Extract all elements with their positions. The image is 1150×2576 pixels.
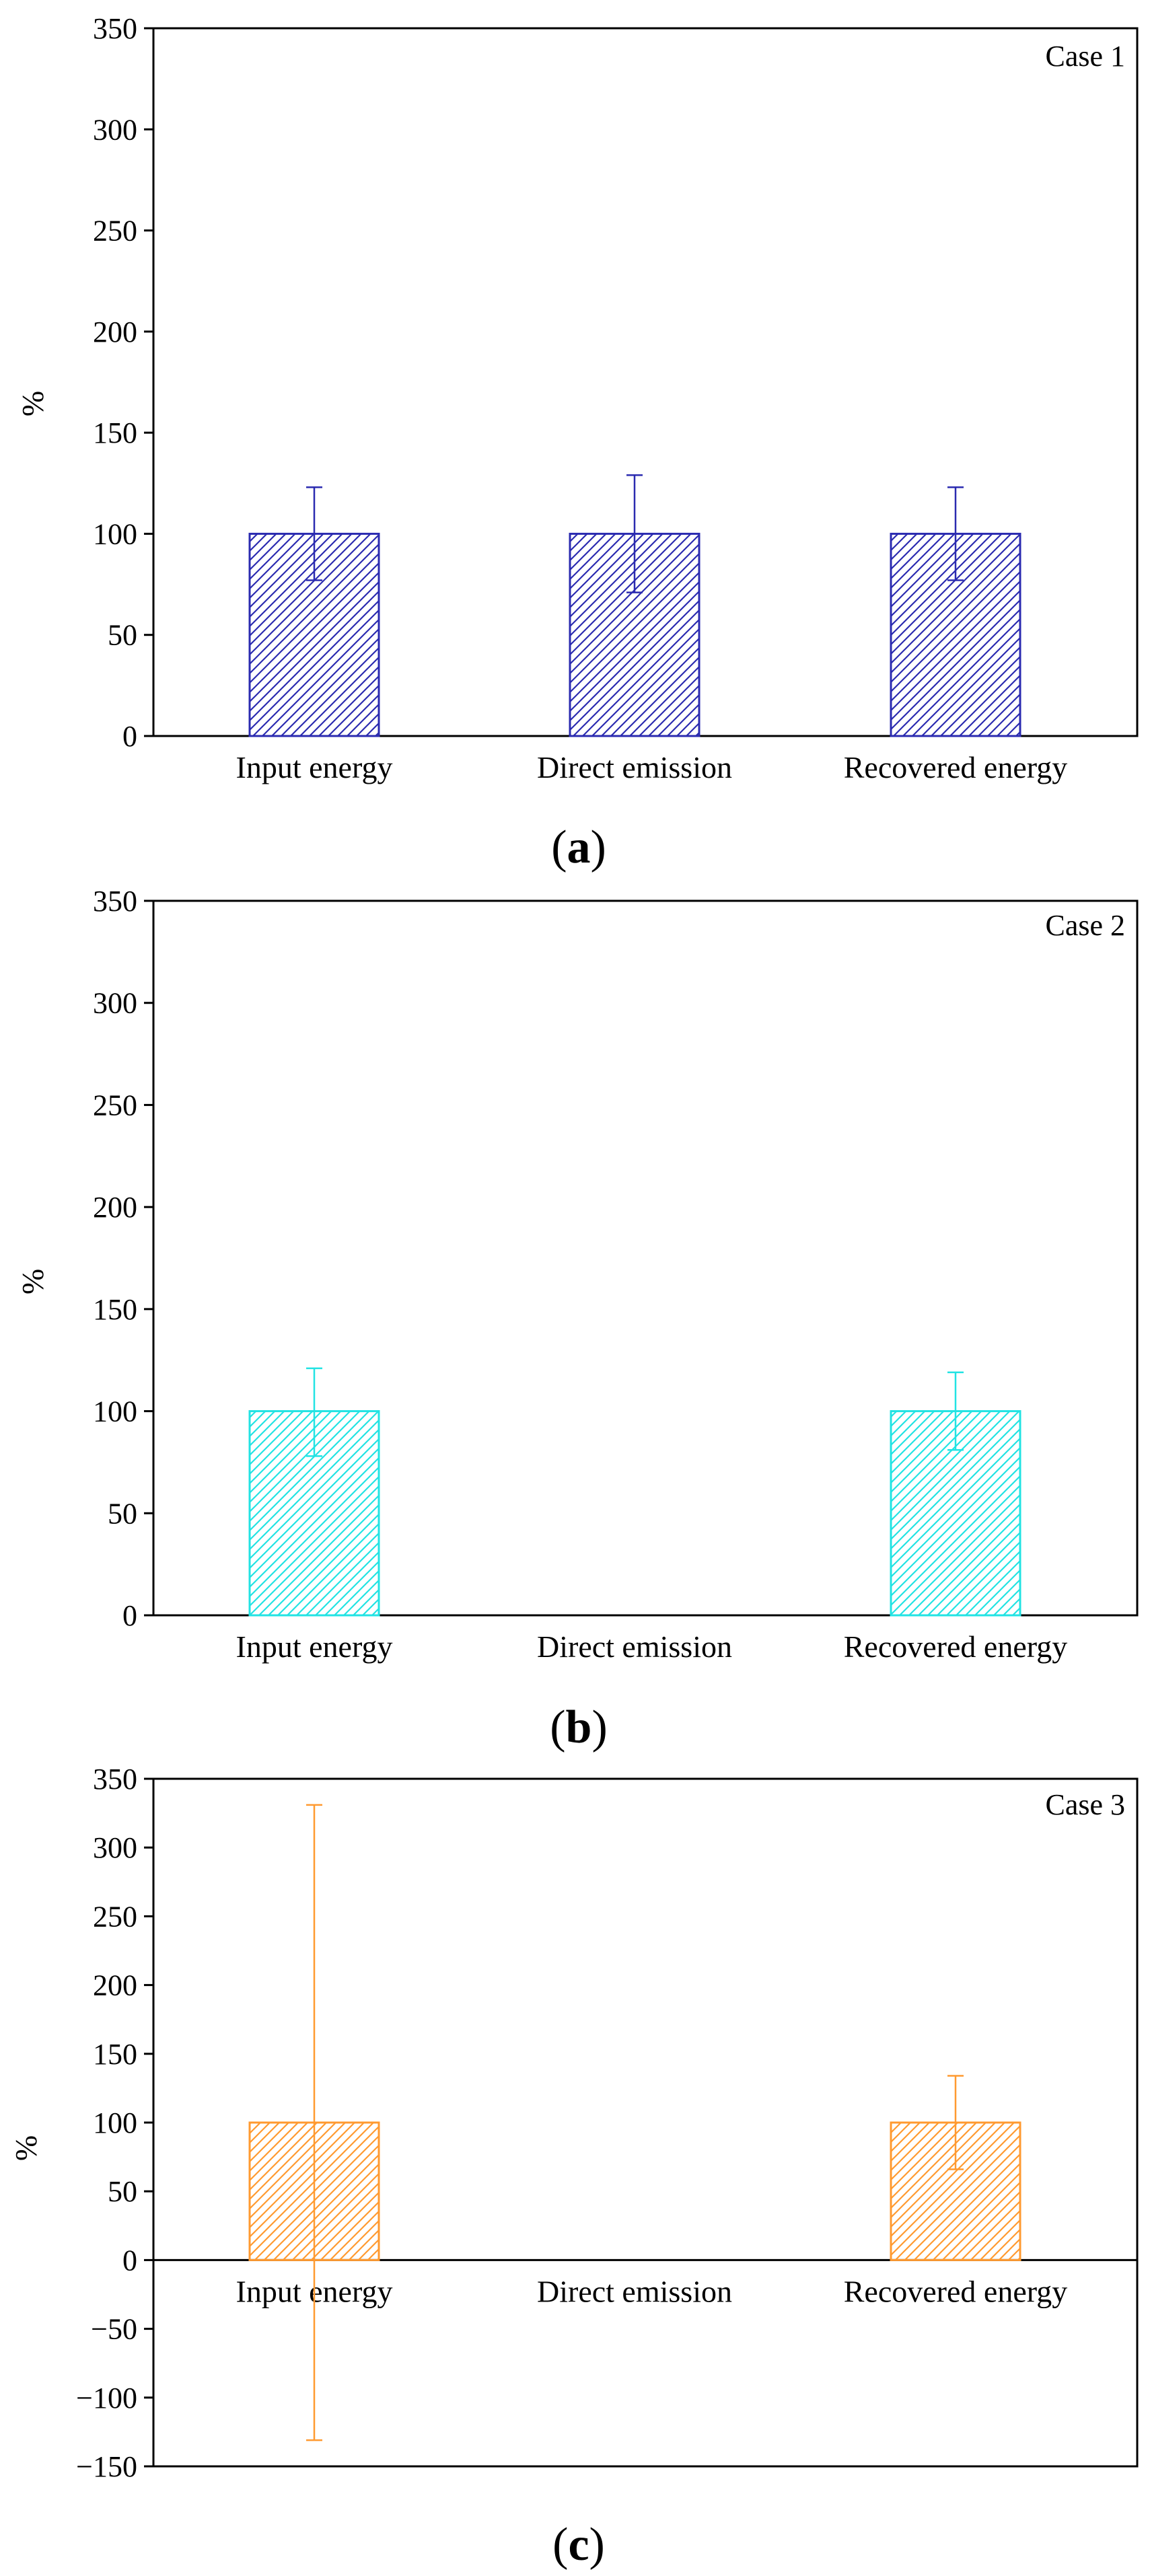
y-tick-label: 250 (93, 1900, 137, 1933)
y-tick-label: 150 (93, 416, 137, 449)
x-category-label: Recovered energy (844, 2274, 1068, 2308)
y-tick-label: 0 (122, 720, 137, 753)
y-tick-label: 0 (122, 2244, 137, 2277)
y-tick-label: 100 (93, 1395, 137, 1428)
y-tick-label: 200 (93, 316, 137, 348)
y-axis-title: % (9, 2135, 43, 2161)
x-category-label: Recovered energy (844, 750, 1068, 784)
y-tick-label: 350 (93, 1763, 137, 1796)
x-category-label: Input energy (236, 1629, 393, 1664)
y-axis-title: % (15, 391, 50, 416)
x-category-label: Direct emission (537, 2274, 732, 2308)
x-category-label: Recovered energy (844, 1629, 1068, 1664)
x-category-label: Input energy (236, 750, 393, 784)
y-tick-label: 250 (93, 1089, 137, 1121)
chart-panel-b: Case 2 % Input energy Direct emission Reco… (15, 885, 1139, 1753)
y-axis-title: % (15, 1269, 50, 1294)
y-tick-label: 50 (108, 1497, 137, 1530)
x-category-label: Direct emission (537, 1629, 732, 1664)
case-label: Case 3 (1045, 1788, 1125, 1821)
y-tick-label: 200 (93, 1191, 137, 1224)
x-category-label: Direct emission (537, 750, 732, 784)
y-tick-label: 200 (93, 1969, 137, 2002)
chart-panel-a: Case 1 % Input energy Direct emission Reco… (15, 12, 1139, 873)
y-tick-label: 250 (93, 215, 137, 248)
y-tick-label: −150 (76, 2450, 137, 2483)
y-tick-label: −100 (76, 2382, 137, 2415)
y-tick-label: 100 (93, 517, 137, 550)
panel-label: (c) (552, 2519, 605, 2571)
y-tick-label: 350 (93, 885, 137, 918)
y-tick-label: 150 (93, 1293, 137, 1326)
panel-label: (a) (551, 821, 606, 873)
y-tick-label: 0 (122, 1599, 137, 1632)
y-tick-label: 150 (93, 2038, 137, 2071)
y-tick-label: 50 (108, 619, 137, 652)
y-tick-label: 300 (93, 987, 137, 1020)
bar (248, 532, 380, 737)
panel-label: (b) (550, 1701, 608, 1753)
case-label: Case 2 (1045, 909, 1125, 942)
y-tick-label: 100 (93, 2106, 137, 2139)
y-tick-label: −50 (91, 2313, 137, 2346)
chart-panel-c: Case 3 % Input energy Direct emission Reco… (9, 1763, 1139, 2571)
plot-frame (152, 899, 1139, 1617)
y-tick-label: 300 (93, 113, 137, 146)
case-label: Case 1 (1045, 40, 1125, 73)
y-tick-label: 50 (108, 2175, 137, 2208)
y-tick-label: 350 (93, 12, 137, 45)
y-tick-label: 300 (93, 1831, 137, 1864)
